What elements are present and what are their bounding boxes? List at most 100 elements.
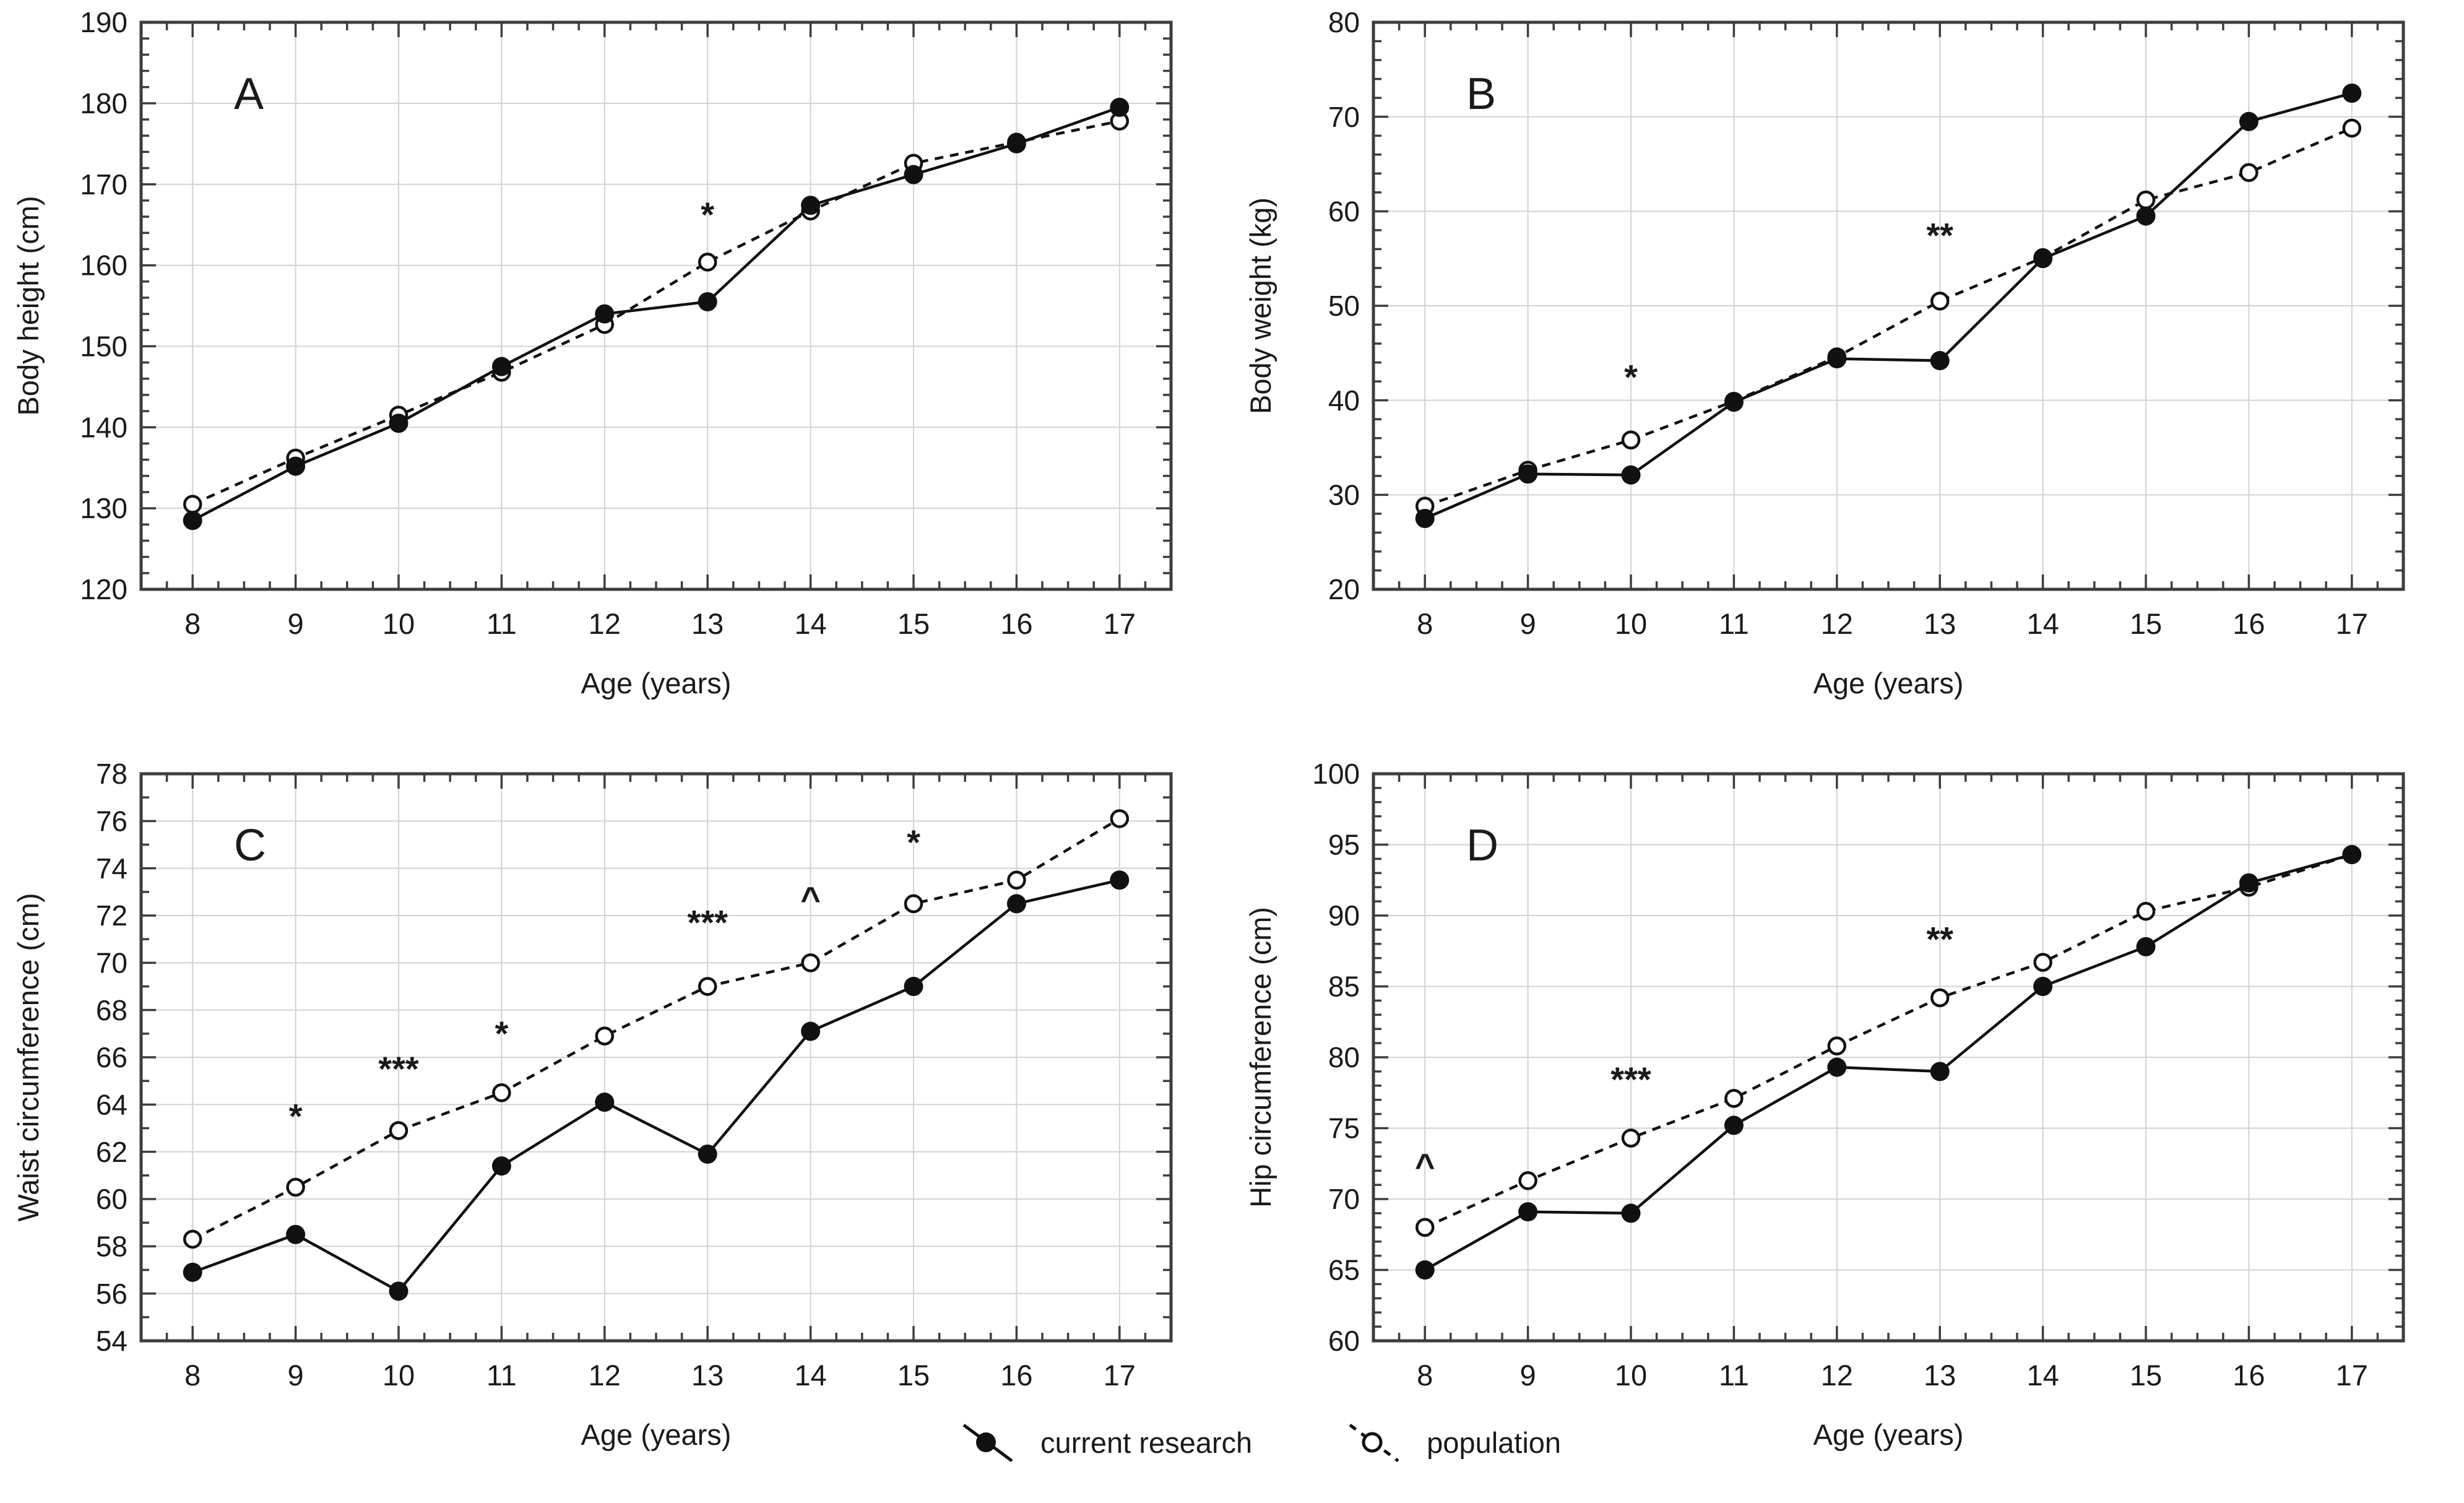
panel-hip-circumference: 60 65 70 75 80 85 90 95 100 8 9 10 11 12 13 14 15 16 17 Age… bbox=[1232, 752, 2464, 1503]
chart-svg-D: 60 65 70 75 80 85 90 95 100 8 9 10 11 12 13 14 15 16 17 Age… bbox=[1244, 758, 2405, 1451]
gridlines bbox=[1373, 22, 2403, 590]
svg-text:9: 9 bbox=[1520, 1359, 1536, 1392]
gridlines bbox=[141, 773, 1171, 1341]
tick-labels: 120 130 140 150 160 170 180 190 8 9 10 11 12 13 14 15 16… bbox=[80, 6, 1136, 640]
svg-text:70: 70 bbox=[96, 946, 128, 979]
svg-text:11: 11 bbox=[1719, 607, 1749, 640]
svg-text:170: 170 bbox=[80, 168, 128, 201]
svg-text:10: 10 bbox=[1615, 1359, 1647, 1392]
tick-labels: 54 56 58 60 62 64 66 68 70 72 74 76 78 8 9 10 11 12 13 14 15… bbox=[96, 758, 1136, 1392]
panel-label: D bbox=[1466, 821, 1498, 870]
series-population bbox=[1415, 118, 2362, 516]
svg-text:9: 9 bbox=[288, 607, 304, 640]
svg-text:12: 12 bbox=[1821, 607, 1853, 640]
series-current-research bbox=[183, 870, 1130, 1301]
tick-labels: 60 65 70 75 80 85 90 95 100 8 9 10 11 12 13 14 15 16 17 bbox=[1312, 758, 2368, 1392]
svg-text:13: 13 bbox=[1924, 607, 1956, 640]
svg-text:80: 80 bbox=[1328, 1041, 1360, 1073]
svg-text:*: * bbox=[907, 823, 920, 862]
svg-text:140: 140 bbox=[80, 411, 128, 443]
chart-svg-B: 20 30 40 50 60 70 80 8 9 10 11 12 13 14 15 16 17 Age (yea… bbox=[1244, 6, 2405, 700]
svg-text:11: 11 bbox=[1719, 1359, 1749, 1392]
svg-text:***: *** bbox=[1610, 1060, 1651, 1099]
svg-text:90: 90 bbox=[1328, 899, 1360, 932]
svg-text:80: 80 bbox=[1328, 6, 1360, 38]
svg-text:190: 190 bbox=[80, 6, 128, 38]
svg-text:10: 10 bbox=[383, 607, 415, 640]
svg-text:30: 30 bbox=[1328, 479, 1360, 511]
svg-text:78: 78 bbox=[96, 758, 128, 790]
y-axis-title: Hip circumference (cm) bbox=[1244, 907, 1277, 1208]
svg-text:8: 8 bbox=[184, 607, 201, 640]
svg-text:***: *** bbox=[378, 1049, 419, 1088]
series-population bbox=[1415, 845, 2362, 1237]
svg-text:9: 9 bbox=[1520, 607, 1536, 640]
panel-label: C bbox=[234, 821, 266, 870]
svg-text:70: 70 bbox=[1328, 1183, 1360, 1215]
svg-text:62: 62 bbox=[96, 1136, 128, 1168]
x-axis-title: Age (years) bbox=[1813, 1418, 1964, 1451]
svg-text:^: ^ bbox=[800, 879, 821, 918]
svg-text:8: 8 bbox=[1417, 607, 1433, 640]
svg-text:*: * bbox=[1624, 357, 1638, 396]
svg-text:76: 76 bbox=[96, 805, 128, 837]
legend: current research population bbox=[0, 1416, 2464, 1468]
svg-text:180: 180 bbox=[80, 87, 128, 119]
svg-text:75: 75 bbox=[1328, 1112, 1360, 1145]
y-axis-title: Body weight (kg) bbox=[1244, 197, 1277, 414]
svg-text:13: 13 bbox=[1924, 1359, 1956, 1392]
tick-labels: 20 30 40 50 60 70 80 8 9 10 11 12 13 14 15 16 17 bbox=[1328, 6, 2368, 640]
svg-text:15: 15 bbox=[2130, 607, 2162, 640]
svg-text:16: 16 bbox=[1000, 607, 1032, 640]
axis-ticks bbox=[140, 773, 1172, 1342]
svg-text:120: 120 bbox=[80, 573, 128, 605]
panel-body-height: 120 130 140 150 160 170 180 190 8 9 10 11 12 13 14 15 16… bbox=[0, 0, 1232, 752]
svg-text:12: 12 bbox=[589, 607, 621, 640]
svg-text:14: 14 bbox=[794, 1359, 826, 1392]
svg-text:95: 95 bbox=[1328, 829, 1360, 861]
x-axis-title: Age (years) bbox=[581, 1418, 732, 1451]
svg-text:60: 60 bbox=[96, 1183, 128, 1215]
panel-waist-circumference: 54 56 58 60 62 64 66 68 70 72 74 76 78 8 9 10 11 12 13 14 15… bbox=[0, 752, 1232, 1503]
svg-text:10: 10 bbox=[383, 1359, 415, 1392]
svg-text:60: 60 bbox=[1328, 1325, 1360, 1357]
svg-text:40: 40 bbox=[1328, 384, 1360, 417]
svg-text:160: 160 bbox=[80, 249, 128, 282]
svg-text:85: 85 bbox=[1328, 971, 1360, 1003]
x-axis-title: Age (years) bbox=[581, 667, 732, 700]
svg-text:14: 14 bbox=[2026, 1359, 2059, 1392]
svg-text:16: 16 bbox=[2233, 607, 2265, 640]
svg-text:58: 58 bbox=[96, 1230, 128, 1262]
svg-text:12: 12 bbox=[1821, 1359, 1853, 1392]
x-axis-title: Age (years) bbox=[1813, 667, 1964, 700]
svg-text:15: 15 bbox=[2130, 1359, 2162, 1392]
axis-ticks bbox=[1372, 773, 2405, 1342]
svg-text:12: 12 bbox=[589, 1359, 621, 1392]
gridlines bbox=[141, 22, 1171, 590]
svg-text:16: 16 bbox=[1000, 1359, 1032, 1392]
series-current-research bbox=[1415, 845, 2362, 1280]
significance-annotations: ********^* bbox=[289, 823, 920, 1136]
svg-text:*: * bbox=[495, 1014, 509, 1053]
svg-text:16: 16 bbox=[2233, 1359, 2265, 1392]
svg-text:100: 100 bbox=[1312, 758, 1360, 790]
svg-text:**: ** bbox=[1926, 919, 1953, 958]
svg-text:***: *** bbox=[688, 903, 728, 942]
svg-text:9: 9 bbox=[288, 1359, 304, 1392]
chart-svg-C: 54 56 58 60 62 64 66 68 70 72 74 76 78 8 9 10 11 12 13 14 15… bbox=[12, 758, 1173, 1451]
legend-label-current-research: current research bbox=[1040, 1426, 1253, 1459]
svg-text:^: ^ bbox=[1415, 1146, 1435, 1185]
svg-text:14: 14 bbox=[2026, 607, 2059, 640]
svg-text:65: 65 bbox=[1328, 1254, 1360, 1286]
svg-text:11: 11 bbox=[486, 607, 517, 640]
legend-item-current-research: current research bbox=[959, 1416, 1252, 1468]
svg-text:130: 130 bbox=[80, 492, 128, 524]
open-circle-dashed-line-icon bbox=[1349, 1423, 1399, 1463]
significance-annotations: ^***** bbox=[1415, 919, 1953, 1185]
legend-item-population: population bbox=[1345, 1416, 1561, 1468]
svg-text:8: 8 bbox=[184, 1359, 201, 1392]
svg-text:17: 17 bbox=[2336, 607, 2368, 640]
axis-ticks bbox=[1372, 21, 2405, 591]
svg-text:64: 64 bbox=[96, 1088, 128, 1120]
